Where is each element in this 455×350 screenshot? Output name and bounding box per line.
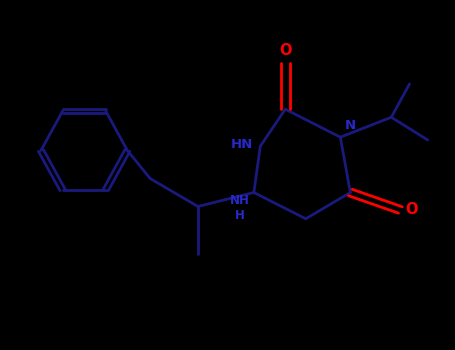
Text: NH
H: NH H xyxy=(229,194,249,222)
Text: N: N xyxy=(345,119,356,132)
Text: HN: HN xyxy=(231,138,253,151)
Text: O: O xyxy=(279,43,292,58)
Text: O: O xyxy=(405,203,417,217)
